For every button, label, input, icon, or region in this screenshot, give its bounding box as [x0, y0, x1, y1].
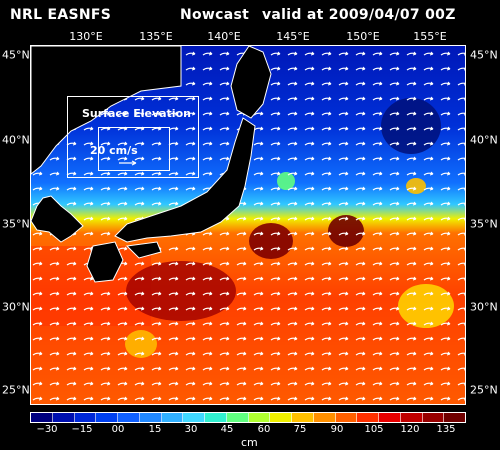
colorbar-swatch: [335, 413, 358, 422]
colorbar-swatch: [444, 413, 465, 422]
lat-label-30n-left: 30°N: [2, 300, 30, 314]
vector-scale-arrow: [119, 160, 137, 166]
lat-label-25n-right: 25°N: [470, 383, 498, 397]
colorbar-tick: 45: [220, 424, 234, 435]
colorbar-tick: 105: [364, 424, 384, 435]
lon-label-145e: 145°E: [276, 30, 310, 43]
land-korea: [31, 195, 84, 243]
lon-label-150e: 150°E: [346, 30, 380, 43]
colorbar-swatch: [248, 413, 271, 422]
colorbar-tick: 15: [148, 424, 162, 435]
ssh-map: [31, 46, 465, 404]
colorbar-swatch: [31, 413, 53, 422]
colorbar-swatch: [313, 413, 336, 422]
colorbar: [30, 412, 466, 423]
colorbar-swatch: [183, 413, 205, 422]
valid-time: valid at 2009/04/07 00Z: [262, 7, 456, 23]
colorbar-swatch: [139, 413, 162, 422]
colorbar-tick: 120: [400, 424, 420, 435]
colorbar-swatch: [205, 413, 227, 422]
vector-scale-label: 20 cm/s: [90, 144, 138, 157]
colorbar-swatch: [96, 413, 118, 422]
colorbar-swatch: [357, 413, 379, 422]
land-shikoku: [125, 241, 162, 259]
colorbar-swatch: [161, 413, 184, 422]
colorbar-tick: 00: [111, 424, 125, 435]
lon-label-155e: 155°E: [413, 30, 447, 43]
colorbar-tick: −30: [36, 424, 58, 435]
lon-label-140e: 140°E: [207, 30, 241, 43]
lat-label-35n-left: 35°N: [2, 217, 30, 231]
land-asia-mainland: [31, 46, 182, 175]
map-panel: Surface Elevation 20 cm/s: [30, 45, 466, 405]
colorbar-tick: 75: [293, 424, 307, 435]
colorbar-swatch: [74, 413, 97, 422]
lat-label-30n-right: 30°N: [470, 300, 498, 314]
lat-label-45n-left: 45°N: [2, 48, 30, 62]
lat-label-25n-left: 25°N: [2, 383, 30, 397]
legend-panel: Surface Elevation 20 cm/s: [67, 96, 199, 178]
colorbar-swatch: [118, 413, 140, 422]
colorbar-swatch: [379, 413, 401, 422]
colorbar-swatch: [270, 413, 292, 422]
colorbar-swatch: [400, 413, 423, 422]
colorbar-swatch: [292, 413, 314, 422]
legend-title: Surface Elevation: [82, 107, 191, 120]
colorbar-swatch: [52, 413, 75, 422]
lon-label-130e: 130°E: [69, 30, 103, 43]
colorbar-unit: cm: [241, 436, 258, 449]
colorbar-tick: 60: [257, 424, 271, 435]
product-type: Nowcast: [180, 7, 250, 23]
colorbar-tick: 90: [330, 424, 344, 435]
model-title: NRL EASNFS: [10, 7, 112, 23]
lon-label-135e: 135°E: [139, 30, 173, 43]
vector-scale-box: [98, 127, 170, 171]
land-honshu: [114, 117, 256, 243]
lat-label-40n-left: 40°N: [2, 133, 30, 147]
land-kyushu: [86, 241, 124, 283]
colorbar-tick: 135: [436, 424, 456, 435]
lat-label-40n-right: 40°N: [470, 133, 498, 147]
colorbar-swatch: [422, 413, 445, 422]
land-hokkaido: [230, 46, 272, 119]
lat-label-35n-right: 35°N: [470, 217, 498, 231]
colorbar-tick: 30: [184, 424, 198, 435]
lat-label-45n-right: 45°N: [470, 48, 498, 62]
colorbar-swatch: [226, 413, 249, 422]
colorbar-tick: −15: [71, 424, 93, 435]
